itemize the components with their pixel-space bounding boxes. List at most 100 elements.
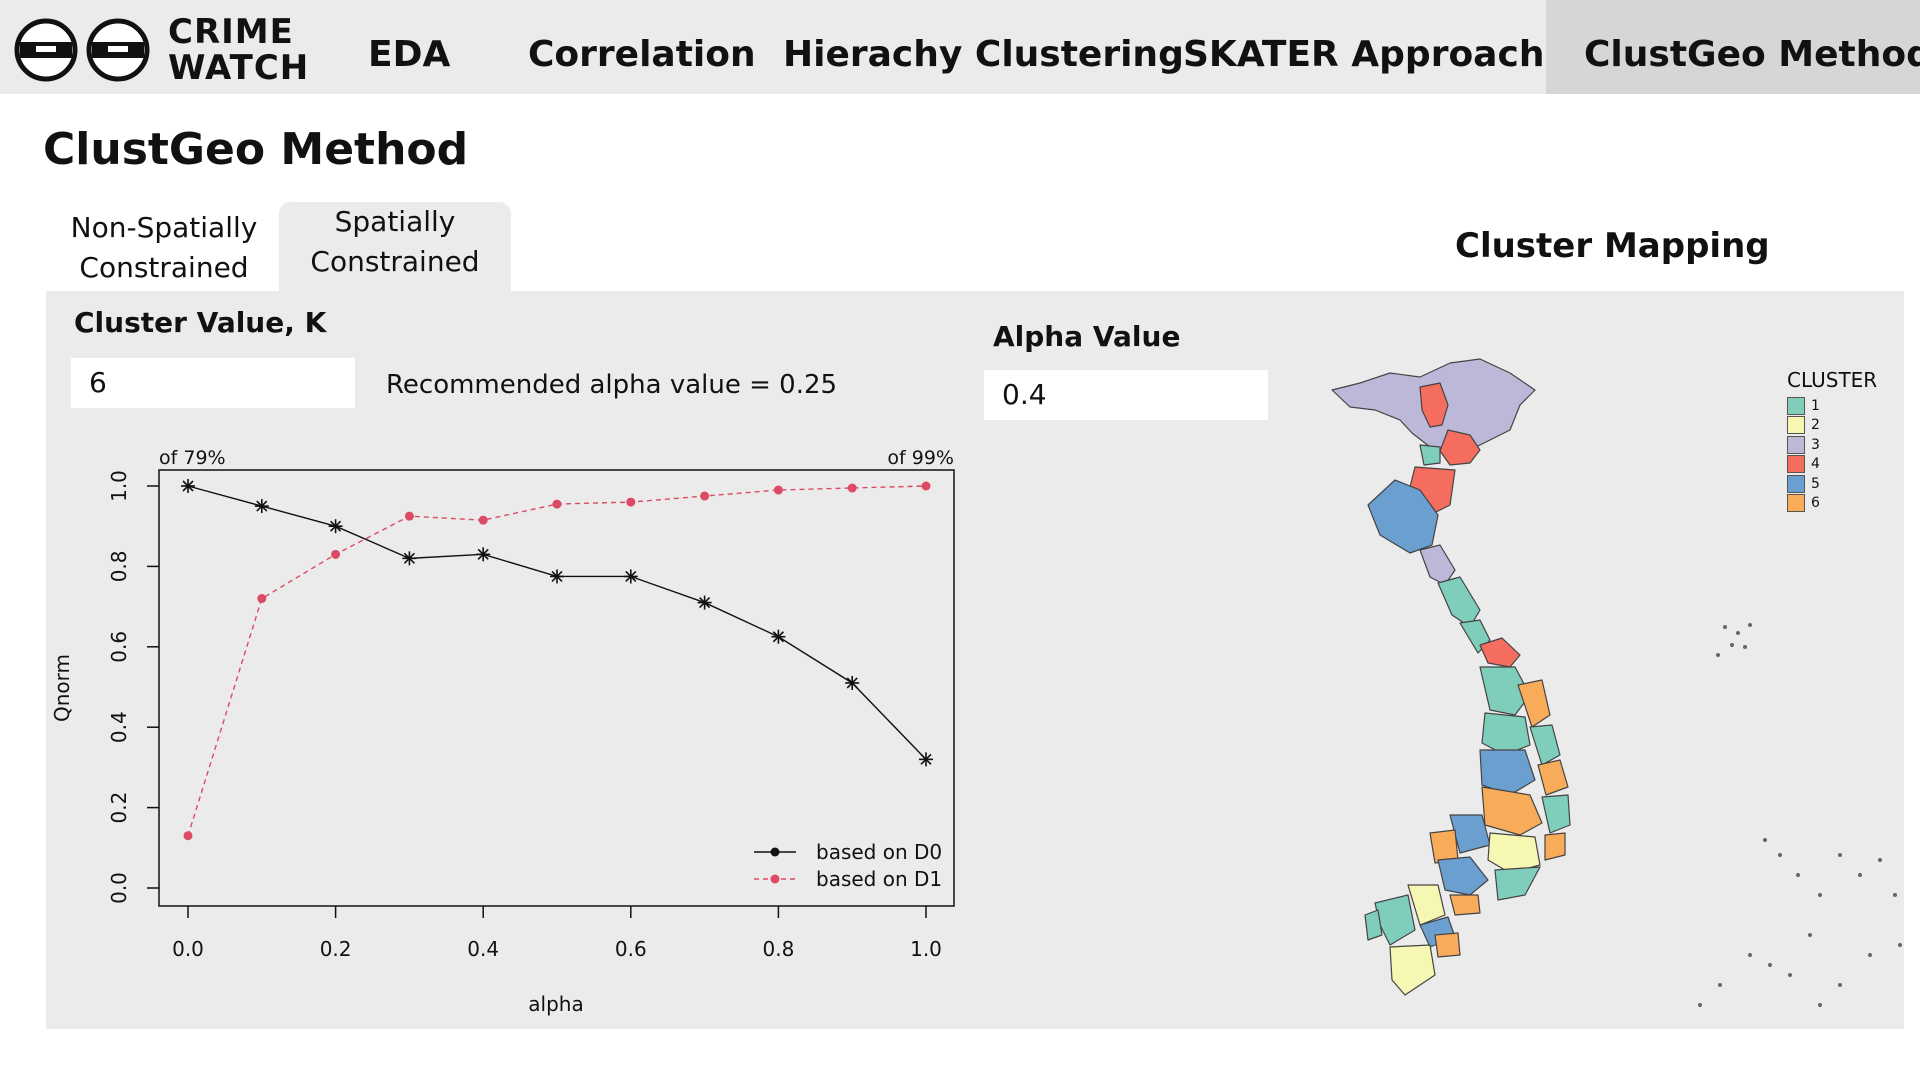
alpha-value-input[interactable] [984,370,1268,420]
region-daklak-cluster-6 [1481,786,1543,836]
alpha-value-label: Alpha Value [993,320,1181,353]
data-point-d0 [254,499,269,514]
data-point-d1 [552,499,562,509]
region-nghean-cluster-5 [1367,479,1439,554]
data-point-d0 [328,519,343,534]
region-gialai-cluster-5 [1479,749,1536,796]
nav-item-eda[interactable]: EDA [368,34,451,75]
map-legend-label: 6 [1811,495,1820,512]
cluster-value-label: Cluster Value, K [74,306,327,339]
annotation-top-left: of 79% [159,447,226,469]
x-tick-label: 0.2 [320,937,352,961]
map-title: Cluster Mapping [1455,226,1770,266]
navbar: CRIME WATCH EDA Correlation Hierachy Clu… [0,0,1920,94]
tab-spatially-constrained[interactable]: Spatially Constrained [279,202,511,292]
map-legend-item: 4 [1787,455,1877,475]
map-legend-swatch [1787,416,1805,435]
map-legend-label: 3 [1811,436,1820,453]
data-point-d0 [476,547,491,562]
data-point-d0 [181,479,195,493]
region-hcm-cluster-6 [1449,894,1481,916]
data-point-d1 [626,497,636,507]
y-tick-label: 0.0 [107,872,131,904]
map-legend-swatch [1787,396,1805,415]
region-ninhthuan-cluster-6 [1544,832,1566,861]
x-tick-label: 0.8 [762,937,794,961]
y-axis-label: Qnorm [50,654,74,722]
legend-label: based on D0 [816,840,942,864]
region-quangbinh-cluster-1 [1437,576,1481,628]
data-point-d0 [550,569,564,584]
y-tick-label: 0.2 [107,792,131,824]
data-point-d0 [845,675,860,690]
y-tick-label: 0.6 [107,631,131,663]
map-legend-swatch [1787,435,1805,454]
map-legend-swatch [1787,474,1805,493]
data-point-d1 [921,481,931,491]
region-mekong-cluster-1 [1374,894,1416,946]
map-legend-item: 5 [1787,474,1877,494]
islands [1698,623,1902,1007]
logo-text-line2: WATCH [168,48,310,88]
tab-label-line1: Spatially [334,205,456,238]
data-point-d0 [402,551,417,566]
region-phuyen-cluster-6 [1537,759,1569,796]
map-legend-swatch [1787,455,1805,474]
data-point-d0 [919,752,933,767]
series-line-d1 [187,485,927,836]
map-legend-label: 1 [1811,397,1820,414]
page-title: ClustGeo Method [43,124,469,175]
x-axis-label: alpha [528,992,583,1016]
y-tick-label: 0.8 [107,550,131,582]
tab-label-line1: Non-Spatially [70,211,258,244]
region-mekong-cluster-1b [1364,909,1383,941]
data-point-d1 [773,485,783,495]
annotation-top-right: of 99% [887,447,954,469]
region-redriver-cluster-1 [1419,444,1441,466]
logo-text-line1: CRIME [168,12,294,52]
map-legend-label: 4 [1811,456,1820,473]
data-point-d1 [478,515,488,525]
y-tick-label: 0.4 [107,711,131,743]
y-tick-label: 1.0 [107,470,131,502]
data-point-d1 [404,511,414,521]
cluster-value-input[interactable] [71,358,355,408]
region-kontum-cluster-1 [1481,712,1531,756]
x-tick-label: 1.0 [910,937,942,961]
legend-marker [770,874,780,884]
region-khanhhoa-cluster-1 [1541,794,1571,834]
nav-item-correlation[interactable]: Correlation [528,34,756,75]
plot-frame [158,469,955,907]
map-legend-swatch [1787,494,1805,513]
tab-non-spatially-constrained[interactable]: Non-Spatially Constrained [52,202,276,292]
region-southeast-cluster-5 [1437,856,1489,896]
data-point-d1 [257,594,267,604]
region-danang-cluster-4 [1479,637,1521,668]
region-binhdinh-cluster-1 [1529,724,1561,766]
logo-text: CRIME WATCH [168,14,309,86]
map-legend-title: CLUSTER [1787,368,1878,392]
nav-item-hierachy-clustering[interactable]: Hierachy Clustering [783,34,1184,75]
map-legend-label: 2 [1811,417,1820,434]
recommended-alpha-text: Recommended alpha value = 0.25 [386,370,838,400]
nav-item-skater-approach[interactable]: SKATER Approach [1183,34,1545,75]
x-tick-label: 0.6 [615,937,647,961]
region-north-cluster-4 [1419,382,1449,428]
data-point-d0 [771,629,786,644]
series-line-d0 [187,485,927,760]
map-legend-item: 6 [1787,494,1877,514]
x-tick-label: 0.4 [467,937,499,961]
region-mekong-cluster-6 [1434,932,1461,958]
region-hatinh-cluster-3 [1419,544,1456,586]
data-point-d1 [847,483,857,493]
map-legend: CLUSTER 1 2 3 4 5 6 [1787,368,1877,513]
map-legend-item: 1 [1787,396,1877,416]
vietnam-cluster-map [1331,358,1902,1007]
crime-watch-logo-icon [14,18,150,82]
nav-item-clustgeo-method[interactable]: ClustGeo Method [1546,0,1920,94]
map-legend-item: 2 [1787,416,1877,436]
map-legend-item: 3 [1787,435,1877,455]
map-legend-label: 5 [1811,475,1820,492]
region-mekong-cluster-2b [1389,944,1436,996]
legend-marker [770,847,780,857]
